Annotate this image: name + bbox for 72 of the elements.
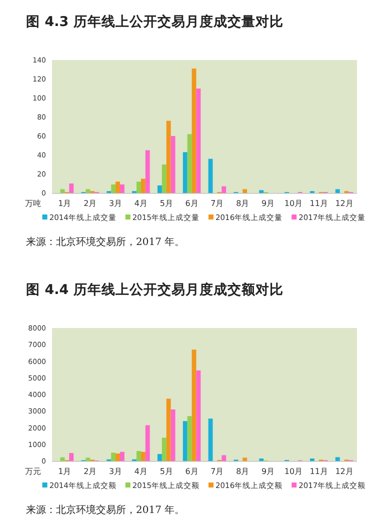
bar (187, 134, 192, 193)
bar (208, 158, 213, 193)
bar (170, 409, 176, 461)
bar (111, 452, 116, 461)
bar (242, 458, 248, 461)
x-tick-label: 10月 (284, 199, 303, 208)
x-tick-label: 12月 (335, 199, 354, 208)
bar (120, 184, 124, 193)
bar (69, 453, 74, 461)
x-tick-label: 11月 (310, 467, 328, 476)
x-tick-label: 8月 (236, 199, 250, 208)
x-tick-label: 7月 (210, 467, 224, 476)
bar (335, 457, 340, 461)
bar (157, 454, 162, 461)
bar (208, 418, 213, 461)
bar (166, 120, 171, 193)
chart-title: 图 4.4 历年线上公开交易月度成交额对比 (26, 281, 284, 298)
bar (196, 88, 201, 193)
bar (86, 189, 90, 193)
x-tick-label: 6月 (185, 467, 198, 476)
x-tick-label: 2月 (84, 199, 97, 208)
x-tick-label: 1月 (58, 467, 72, 476)
bar (86, 458, 90, 461)
y-axis-title: 万元 (25, 467, 41, 476)
bar (69, 184, 74, 193)
x-tick-label: 12月 (335, 467, 354, 476)
bar (136, 451, 141, 461)
x-tick-label: 6月 (185, 199, 198, 208)
bar (192, 350, 196, 461)
bar (187, 416, 192, 461)
bar (259, 190, 264, 193)
x-tick-label: 3月 (108, 467, 122, 476)
bar (222, 455, 226, 461)
bar (182, 152, 188, 193)
bar (192, 68, 196, 193)
x-tick-label: 3月 (108, 199, 122, 208)
bar (335, 189, 340, 193)
bar (140, 178, 146, 193)
y-axis-title: 万吨 (25, 199, 41, 208)
bar (157, 185, 162, 193)
x-tick-label: 4月 (134, 467, 148, 476)
bar (145, 150, 150, 193)
bar (170, 136, 176, 193)
bar (162, 164, 166, 193)
x-tick-label: 5月 (160, 199, 173, 208)
source-note: 来源：北京环境交易所，2017 年。 (26, 504, 185, 516)
x-tick-label: 5月 (160, 467, 173, 476)
bar (140, 452, 146, 461)
source-note: 来源：北京环境交易所，2017 年。 (26, 236, 185, 248)
bar (182, 421, 188, 461)
bar (145, 425, 150, 461)
bar (136, 182, 141, 193)
x-tick-label: 4月 (134, 199, 148, 208)
bar (111, 184, 116, 193)
x-tick-label: 9月 (261, 199, 275, 208)
chart-title: 图 4.3 历年线上公开交易月度成交量对比 (26, 13, 284, 30)
bar (162, 438, 166, 461)
bar (242, 189, 248, 193)
x-tick-label: 10月 (284, 467, 303, 476)
x-tick-label: 9月 (261, 467, 275, 476)
x-tick-label: 8月 (236, 467, 250, 476)
bar (196, 370, 201, 461)
x-tick-label: 1月 (58, 199, 72, 208)
bar (222, 186, 226, 193)
x-tick-label: 11月 (310, 199, 328, 208)
bar (166, 398, 171, 461)
bar (116, 182, 120, 193)
bar (60, 189, 65, 193)
bar (120, 452, 124, 461)
x-tick-label: 2月 (84, 467, 97, 476)
bar (116, 454, 120, 461)
x-tick-label: 7月 (210, 199, 224, 208)
